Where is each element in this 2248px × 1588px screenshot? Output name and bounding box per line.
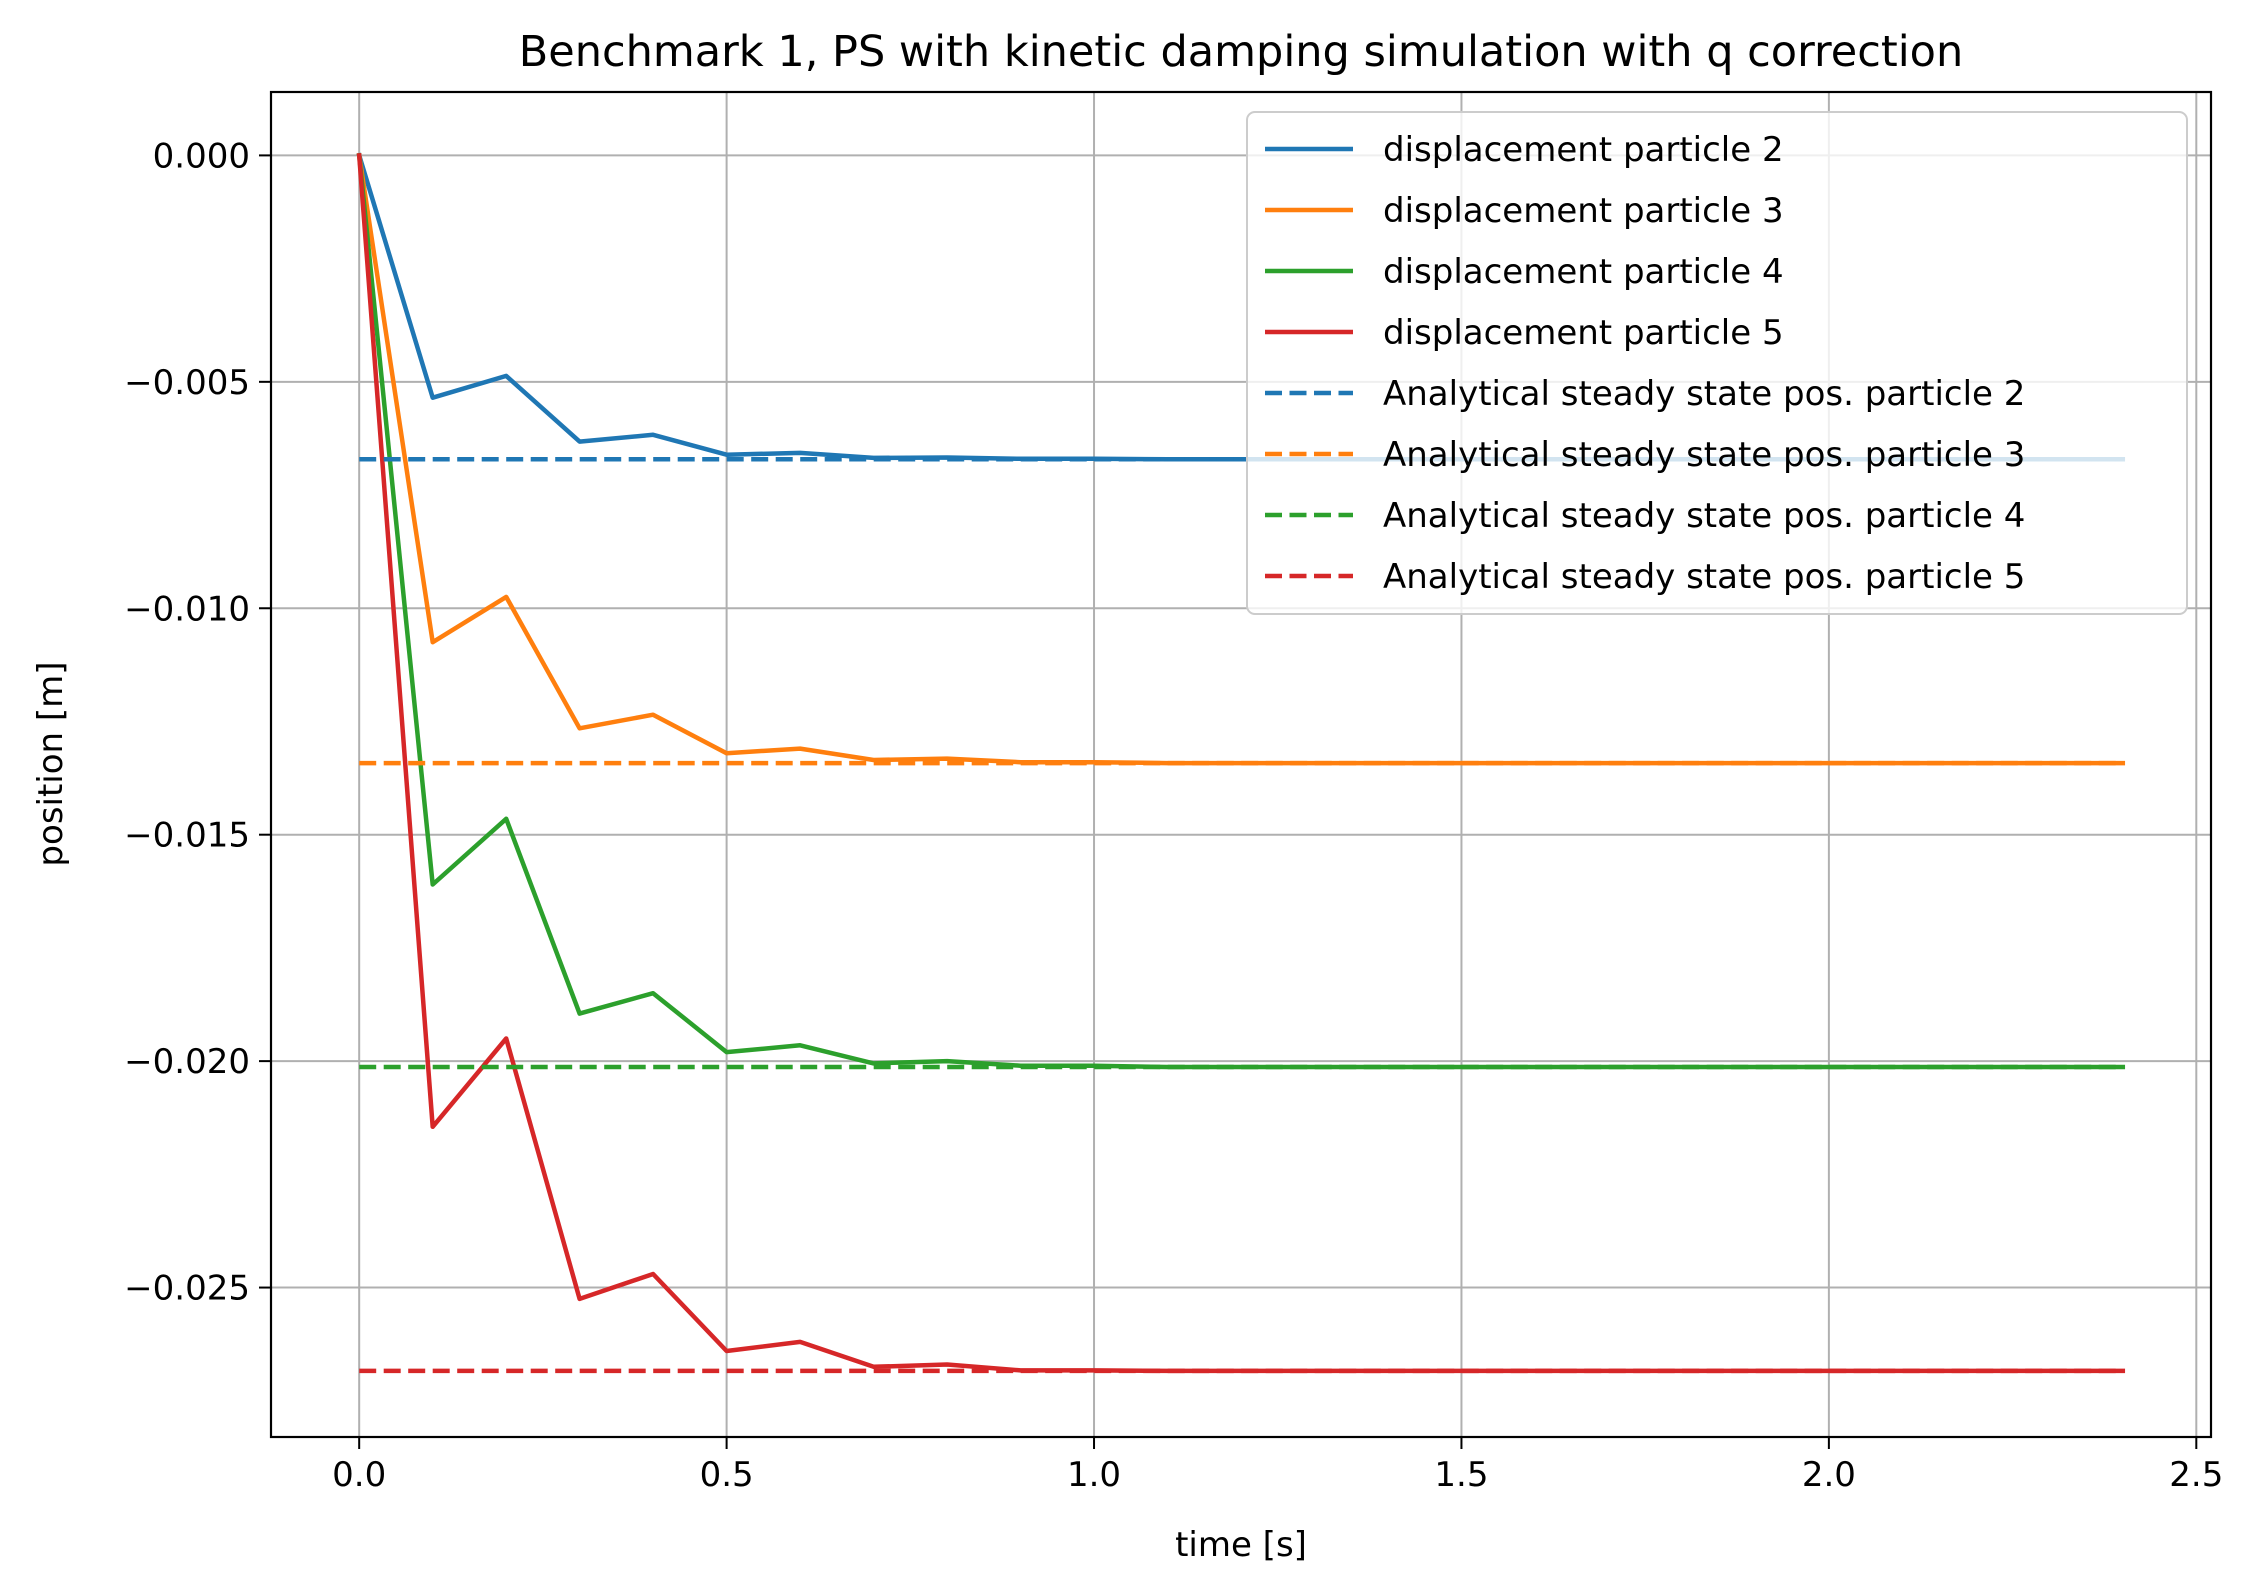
x-tick-label: 2.5 [2169, 1455, 2223, 1495]
series-line-3 [356, 152, 2126, 1070]
y-tick-label: −0.025 [124, 1269, 250, 1309]
x-tick-label: 0.5 [700, 1455, 754, 1495]
y-tick-label: −0.010 [124, 589, 250, 629]
legend-label: Analytical steady state pos. particle 4 [1383, 496, 2025, 536]
legend: displacement particle 2 displacement part… [1246, 111, 2188, 615]
legend-label: displacement particle 3 [1383, 191, 1784, 231]
y-tick-label: −0.005 [124, 363, 250, 403]
legend-label: Analytical steady state pos. particle 3 [1383, 435, 2025, 475]
legend-label: displacement particle 2 [1383, 130, 1784, 170]
x-tick-label: 1.5 [1434, 1455, 1488, 1495]
chart-title: Benchmark 1, PS with kinetic damping sim… [519, 27, 1964, 77]
x-tick-label: 1.0 [1067, 1455, 1121, 1495]
x-tick-label: 0.0 [332, 1455, 386, 1495]
x-tick-label: 2.0 [1802, 1455, 1856, 1495]
series-line-4 [356, 152, 2126, 1374]
legend-label: displacement particle 4 [1383, 252, 1784, 292]
axis-ticks: 0.0 0.5 1.0 1.5 2.0 2.5 0.000 −0.005 −0.010 −0.01… [124, 136, 2223, 1495]
y-tick-label: −0.015 [124, 816, 250, 856]
x-axis-title: time [s] [1175, 1525, 1307, 1565]
series-line-2 [356, 152, 2126, 766]
legend-label: Analytical steady state pos. particle 2 [1383, 374, 2025, 414]
legend-box [1246, 111, 2188, 615]
legend-label: Analytical steady state pos. particle 5 [1383, 557, 2025, 597]
legend-label: displacement particle 5 [1383, 313, 1784, 353]
y-tick-label: 0.000 [153, 136, 250, 176]
plot-frame [269, 90, 2213, 1439]
grid [271, 92, 2211, 1437]
y-axis-title: position [m] [31, 661, 71, 866]
y-tick-label: −0.020 [124, 1042, 250, 1082]
